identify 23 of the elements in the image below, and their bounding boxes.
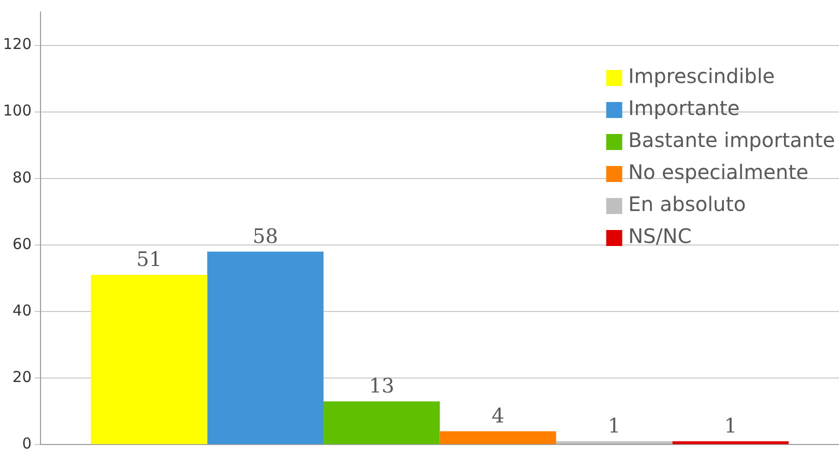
- bar: [440, 431, 556, 444]
- data-label: 51: [136, 247, 162, 272]
- y-tick-label: 100: [2, 102, 32, 120]
- bar: [90, 274, 208, 444]
- bar: [324, 401, 440, 444]
- y-tick-label: 80: [12, 168, 32, 186]
- data-label: 58: [252, 224, 278, 248]
- legend-label: En absoluto: [628, 192, 746, 216]
- y-tick-label: 0: [22, 434, 32, 452]
- y-tick-label: 40: [12, 301, 32, 320]
- data-label: 1: [724, 413, 737, 438]
- bar: [207, 252, 324, 444]
- data-label: 4: [492, 403, 504, 428]
- legend-label: NS/NC: [628, 224, 692, 248]
- y-tick-label: 120: [2, 35, 32, 54]
- y-tick-label: 60: [12, 234, 32, 253]
- legend-label: Imprescindible: [628, 64, 775, 88]
- legend-label: Bastante importante: [628, 128, 836, 152]
- legend-label: Importante: [628, 96, 740, 120]
- data-label: 1: [608, 413, 621, 438]
- legend-label: No especialmente: [628, 160, 808, 184]
- data-label: 13: [368, 374, 394, 398]
- y-tick-label: 20: [12, 368, 32, 386]
